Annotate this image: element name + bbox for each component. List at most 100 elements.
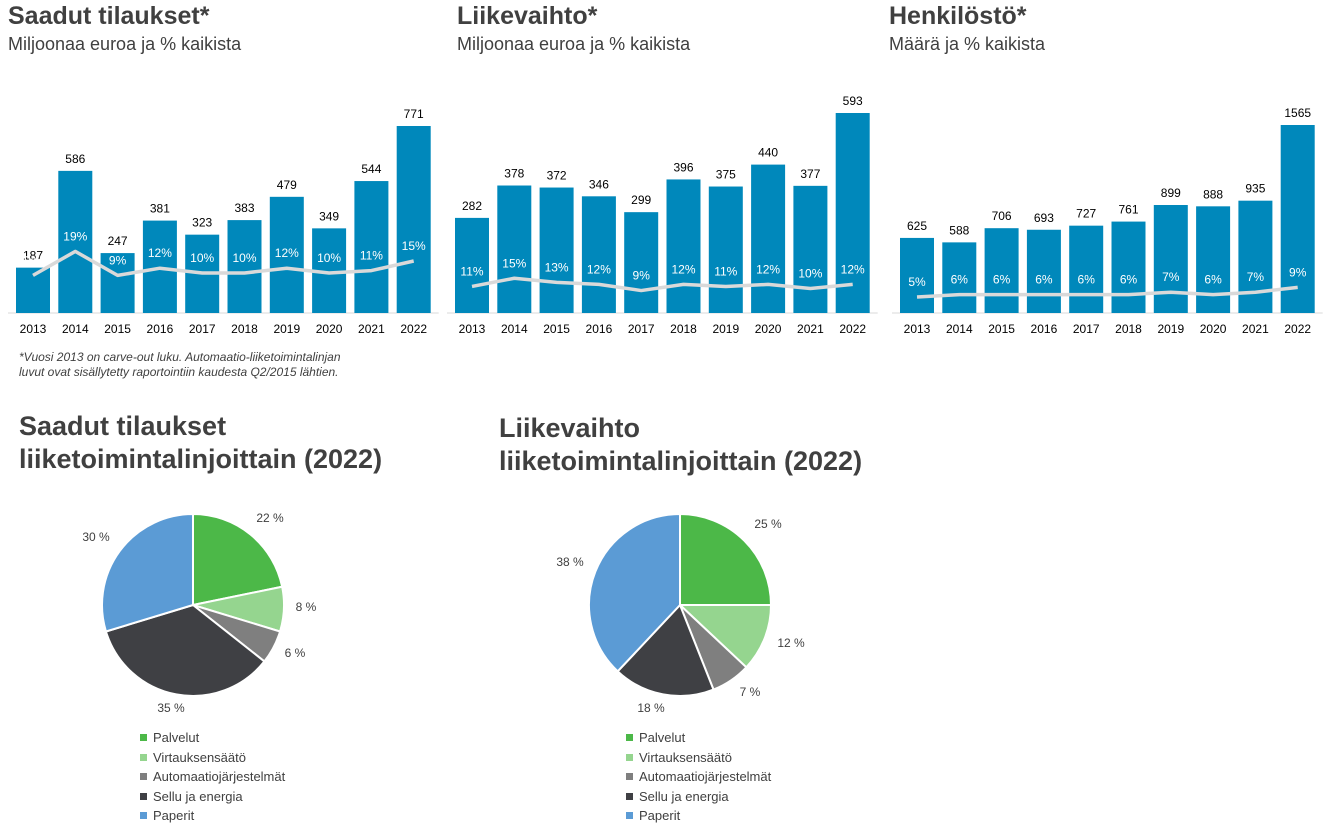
x-tick-label: 2019 bbox=[712, 322, 739, 336]
bar bbox=[100, 253, 135, 313]
legend-swatch bbox=[626, 753, 633, 761]
x-tick-label: 2014 bbox=[501, 322, 528, 336]
bar bbox=[539, 187, 574, 313]
personnel-bar-chart: 625 2013 588 2014 706 2015 693 2016 727 2017 761 20… bbox=[892, 106, 1323, 336]
pie-title-orders-line-1: Saadut tilaukset bbox=[19, 411, 227, 441]
x-tick-label: 2013 bbox=[459, 322, 486, 336]
x-tick-label: 2022 bbox=[839, 322, 866, 336]
bar-value-label: 187 bbox=[23, 249, 43, 263]
bar-value-label: 935 bbox=[1245, 182, 1265, 196]
pie-slice-label: 30 % bbox=[82, 530, 110, 544]
share-label: 10% bbox=[232, 251, 256, 265]
share-line bbox=[471, 276, 853, 293]
bar bbox=[1111, 221, 1146, 313]
legend-item: Sellu ja energia bbox=[140, 787, 285, 807]
revenue-pie-legend: Palvelut Virtauksensäätö Automaatiojärje… bbox=[626, 728, 771, 826]
legend-swatch bbox=[626, 812, 633, 820]
legend-item: Automaatiojärjestelmät bbox=[626, 767, 771, 787]
x-tick-label: 2016 bbox=[147, 322, 174, 336]
x-tick-label: 2020 bbox=[755, 322, 782, 336]
pie-slice-label: 25 % bbox=[754, 517, 782, 531]
x-tick-label: 2020 bbox=[316, 322, 343, 336]
bar-value-label: 377 bbox=[800, 167, 820, 181]
x-tick-label: 2013 bbox=[904, 322, 931, 336]
share-label: 12% bbox=[587, 262, 611, 276]
share-label: 6% bbox=[1120, 273, 1138, 287]
legend-item: Paperit bbox=[626, 806, 771, 826]
x-tick-label: 2022 bbox=[400, 322, 427, 336]
bar bbox=[581, 196, 616, 313]
pie-slice-label: 35 % bbox=[157, 701, 185, 715]
bar-value-label: 440 bbox=[758, 146, 778, 160]
bar-value-label: 544 bbox=[361, 162, 381, 176]
legend-swatch bbox=[626, 773, 633, 781]
pie-slice-label: 22 % bbox=[256, 511, 284, 525]
bar bbox=[900, 237, 934, 313]
share-label: 12% bbox=[841, 262, 865, 276]
bar-value-label: 396 bbox=[673, 160, 693, 174]
x-tick-label: 2017 bbox=[1073, 322, 1100, 336]
pie-title-revenue-line-1: Liikevaihto bbox=[499, 413, 641, 443]
bar-value-label: 586 bbox=[65, 152, 85, 166]
x-tick-label: 2016 bbox=[1031, 322, 1058, 336]
pie-slice-label: 7 % bbox=[740, 685, 761, 699]
share-label: 7% bbox=[1162, 270, 1180, 284]
chart-subtitle-personnel: Määrä ja % kaikista bbox=[889, 34, 1046, 54]
bar-value-label: 349 bbox=[319, 209, 339, 223]
x-tick-label: 2021 bbox=[1242, 322, 1269, 336]
share-label: 9% bbox=[1289, 265, 1307, 279]
revenue-pie-chart: 25 % 12 % 7 % 18 % 38 % bbox=[556, 512, 805, 715]
pie-slice-label: 8 % bbox=[296, 600, 317, 614]
bar-value-label: 727 bbox=[1076, 207, 1096, 221]
bar bbox=[227, 220, 262, 313]
revenue-bar-chart: 282 2013 378 2014 372 2015 346 2016 299 2017 396 20… bbox=[447, 94, 878, 336]
share-label: 5% bbox=[908, 275, 926, 289]
pie-title-revenue: Liikevaihto liiketoimintalinjoittain (20… bbox=[499, 412, 862, 478]
legend-label: Sellu ja energia bbox=[153, 788, 243, 804]
x-tick-label: 2015 bbox=[104, 322, 131, 336]
chart-title-orders: Saadut tilaukset* bbox=[8, 2, 210, 30]
legend-label: Automaatiojärjestelmät bbox=[639, 769, 772, 785]
x-tick-label: 2018 bbox=[670, 322, 697, 336]
footnote: *Vuosi 2013 on carve-out luku. Automaati… bbox=[19, 350, 341, 380]
bar-value-label: 346 bbox=[589, 177, 609, 191]
bar-value-label: 899 bbox=[1161, 186, 1181, 200]
share-label: 6% bbox=[951, 273, 969, 287]
bar bbox=[1026, 229, 1061, 313]
bar-value-label: 693 bbox=[1034, 211, 1054, 225]
x-tick-label: 2018 bbox=[231, 322, 258, 336]
bar-value-label: 771 bbox=[404, 107, 424, 121]
bar bbox=[751, 164, 786, 313]
share-label: 6% bbox=[1078, 273, 1096, 287]
x-tick-label: 2021 bbox=[797, 322, 824, 336]
footnote-line-2: luvut ovat sisällytetty raportointiin ka… bbox=[19, 365, 339, 379]
legend-item: Virtauksensäätö bbox=[626, 748, 771, 768]
x-tick-label: 2019 bbox=[273, 322, 300, 336]
pie-slice-label: 38 % bbox=[556, 555, 584, 569]
x-tick-label: 2019 bbox=[1157, 322, 1184, 336]
bar bbox=[58, 170, 93, 313]
pie-slice-label: 18 % bbox=[637, 701, 665, 715]
x-tick-label: 2015 bbox=[988, 322, 1015, 336]
bar-value-label: 888 bbox=[1203, 187, 1223, 201]
footnote-line-1: *Vuosi 2013 on carve-out luku. Automaati… bbox=[19, 350, 341, 364]
x-tick-label: 2022 bbox=[1284, 322, 1311, 336]
orders-pie-chart: 22 % 8 % 6 % 35 % 30 % bbox=[82, 511, 317, 715]
pie-title-orders: Saadut tilaukset liiketoimintalinjoittai… bbox=[19, 410, 382, 476]
chart-title-personnel: Henkilöstö* bbox=[889, 2, 1027, 30]
bar bbox=[942, 242, 977, 313]
legend-item: Palvelut bbox=[140, 728, 285, 748]
legend-item: Virtauksensäätö bbox=[140, 748, 285, 768]
share-label: 13% bbox=[545, 260, 569, 274]
share-label: 12% bbox=[148, 246, 172, 260]
legend-swatch bbox=[140, 812, 147, 820]
share-label: 6% bbox=[993, 273, 1011, 287]
bar-value-label: 372 bbox=[547, 169, 567, 183]
pie-slice bbox=[192, 512, 284, 607]
pie-slice-label: 6 % bbox=[285, 646, 306, 660]
bar bbox=[1153, 205, 1188, 313]
chart-subtitle-orders: Miljoonaa euroa ja % kaikista bbox=[8, 34, 242, 54]
bar-value-label: 479 bbox=[277, 178, 297, 192]
bar bbox=[396, 126, 431, 313]
bar-value-label: 383 bbox=[234, 201, 254, 215]
